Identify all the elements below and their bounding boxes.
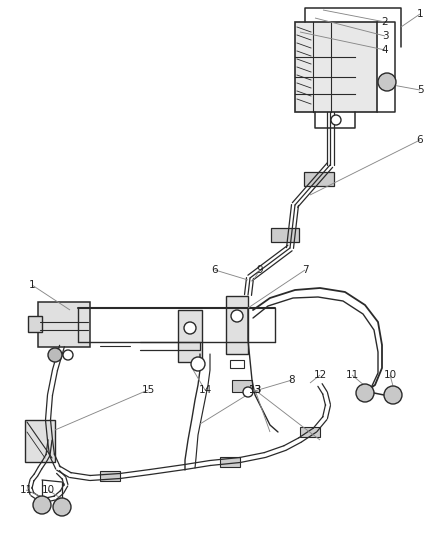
Bar	[295, 22, 377, 112]
Text: 9: 9	[257, 265, 263, 275]
Text: 8: 8	[289, 375, 295, 385]
Circle shape	[378, 73, 396, 91]
Bar	[232, 380, 252, 392]
Circle shape	[231, 310, 243, 322]
Circle shape	[243, 387, 253, 397]
Bar	[271, 228, 299, 242]
Bar	[38, 302, 90, 347]
Circle shape	[356, 384, 374, 402]
Text: 1: 1	[28, 280, 35, 290]
Circle shape	[191, 357, 205, 371]
Circle shape	[384, 386, 402, 404]
Circle shape	[63, 350, 73, 360]
Text: 13: 13	[248, 385, 261, 395]
Circle shape	[184, 322, 196, 334]
Text: 2: 2	[381, 17, 389, 27]
Text: 12: 12	[313, 370, 327, 380]
Text: 7: 7	[302, 265, 308, 275]
Bar	[300, 427, 320, 437]
Circle shape	[53, 498, 71, 516]
Bar	[100, 471, 120, 481]
Text: 11: 11	[19, 485, 32, 495]
Text: 5: 5	[417, 85, 423, 95]
Circle shape	[33, 496, 51, 514]
Circle shape	[48, 348, 62, 362]
Bar	[178, 310, 202, 362]
Text: 13: 13	[248, 385, 261, 395]
Bar	[226, 296, 248, 354]
Text: 1: 1	[417, 9, 423, 19]
Bar	[28, 316, 42, 332]
Circle shape	[331, 115, 341, 125]
Text: 6: 6	[417, 135, 423, 145]
Text: 14: 14	[198, 385, 212, 395]
Text: 11: 11	[346, 370, 359, 380]
Bar	[230, 360, 244, 368]
Bar	[25, 420, 55, 462]
Text: 3: 3	[381, 31, 389, 41]
Text: 15: 15	[141, 385, 155, 395]
Text: 13: 13	[248, 385, 261, 395]
Text: 10: 10	[42, 485, 55, 495]
Text: 6: 6	[212, 265, 218, 275]
Text: 10: 10	[383, 370, 396, 380]
Bar	[220, 457, 240, 467]
Text: 4: 4	[381, 45, 389, 55]
Bar	[304, 172, 334, 186]
